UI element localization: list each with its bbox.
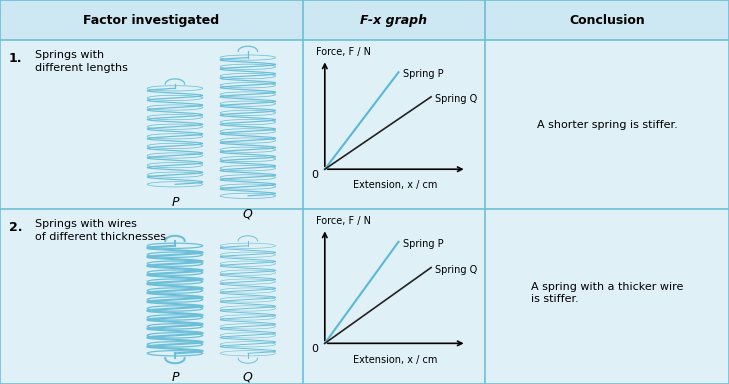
Text: Springs with
different lengths: Springs with different lengths: [35, 50, 128, 73]
Text: A shorter spring is stiffer.: A shorter spring is stiffer.: [537, 120, 677, 130]
Text: Extension, x / cm: Extension, x / cm: [354, 355, 438, 365]
Text: Spring Q: Spring Q: [435, 94, 477, 104]
Text: F-x graph: F-x graph: [360, 14, 427, 26]
Text: 1.: 1.: [9, 52, 23, 65]
Text: P: P: [171, 371, 179, 384]
Text: Spring P: Spring P: [402, 239, 443, 249]
Text: Spring Q: Spring Q: [435, 265, 477, 275]
Text: 2.: 2.: [9, 221, 23, 234]
Text: Factor investigated: Factor investigated: [83, 14, 219, 26]
Text: Springs with wires
of different thicknesses: Springs with wires of different thicknes…: [35, 219, 166, 242]
Bar: [0, 0, 729, 40]
Text: 0: 0: [311, 344, 319, 354]
Text: Force, F / N: Force, F / N: [316, 47, 371, 57]
Text: Extension, x / cm: Extension, x / cm: [354, 180, 438, 190]
Text: Spring P: Spring P: [402, 70, 443, 79]
Text: 0: 0: [311, 170, 319, 180]
Text: Q: Q: [243, 371, 253, 384]
Text: Force, F / N: Force, F / N: [316, 216, 371, 226]
Text: P: P: [171, 196, 179, 209]
Text: Q: Q: [243, 207, 253, 220]
Text: Conclusion: Conclusion: [569, 14, 644, 26]
Text: A spring with a thicker wire
is stiffer.: A spring with a thicker wire is stiffer.: [531, 282, 683, 304]
